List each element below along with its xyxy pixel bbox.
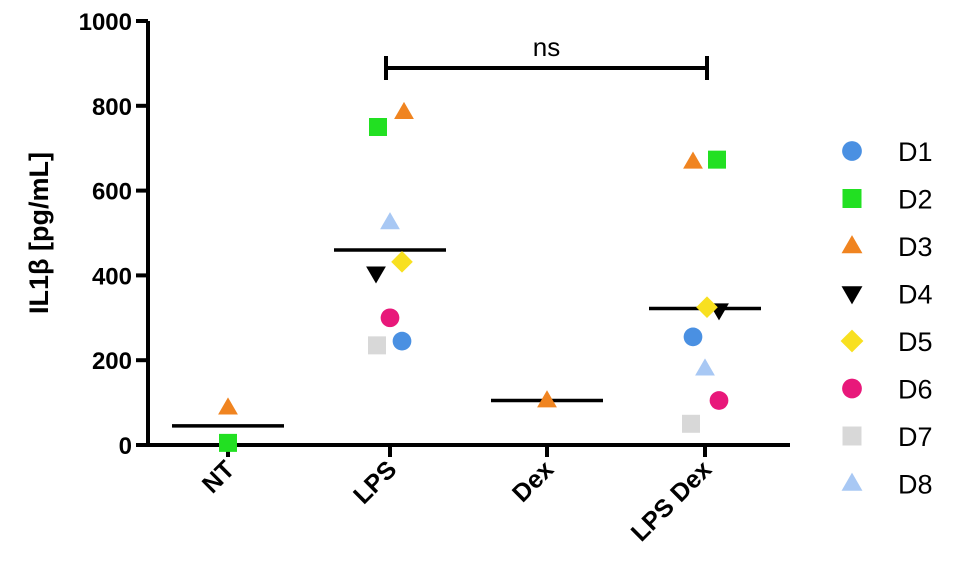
x-tick-label: Dex — [507, 455, 559, 507]
data-point-d4 — [366, 266, 386, 284]
legend: D1 D2 D3 D4 D5 D6 D7 D8 — [840, 137, 933, 500]
significance-label: ns — [533, 32, 560, 62]
legend-marker-d6 — [842, 378, 862, 399]
legend-label: D5 — [898, 327, 933, 357]
data-point-d8 — [380, 212, 400, 230]
legend-marker-d2 — [842, 189, 862, 208]
legend-marker-d4 — [841, 286, 863, 305]
legend-label: D2 — [898, 185, 933, 215]
data-points: ns — [172, 32, 761, 452]
y-tick-label: 0 — [119, 433, 132, 460]
data-point-d3 — [683, 151, 703, 169]
data-point-d6 — [380, 308, 400, 328]
data-point-d5 — [696, 296, 718, 318]
legend-marker-d8 — [841, 472, 863, 491]
legend-label: D8 — [898, 470, 933, 500]
data-point-d5 — [391, 251, 413, 273]
data-point-d3 — [218, 397, 238, 415]
legend-marker-d1 — [842, 141, 862, 161]
data-point-d7 — [682, 414, 700, 433]
data-point-d8 — [695, 358, 715, 376]
data-point-d7 — [368, 336, 386, 355]
x-tick-label: LPS — [348, 455, 402, 509]
legend-marker-d3 — [841, 235, 863, 254]
data-point-d2 — [369, 118, 387, 136]
x-tick-label: NT — [197, 455, 240, 498]
y-tick-label: 600 — [92, 179, 132, 206]
x-tick-label: LPS Dex — [626, 455, 718, 547]
y-tick-label: 800 — [92, 94, 132, 121]
legend-label: D7 — [898, 422, 933, 452]
legend-label: D1 — [898, 137, 933, 167]
y-tick-label: 1000 — [79, 9, 132, 36]
y-tick-label: 200 — [92, 348, 132, 375]
data-point-d6 — [709, 391, 729, 410]
data-point-d1 — [683, 327, 703, 347]
legend-marker-d7 — [842, 426, 862, 446]
legend-label: D4 — [898, 280, 933, 310]
y-tick-label: 400 — [92, 263, 132, 290]
data-point-d1 — [392, 331, 412, 351]
y-axis-label: IL1β [pg/mL] — [24, 152, 54, 314]
legend-label: D6 — [898, 375, 933, 405]
data-point-d3 — [537, 390, 557, 408]
axes: 0 200 400 600 800 1000 IL1β [pg/mL] NT LPS Dex LPS… — [24, 9, 790, 547]
data-point-d3 — [394, 101, 414, 119]
data-point-d2 — [708, 150, 726, 169]
data-point-d2 — [219, 433, 237, 452]
legend-label: D3 — [898, 232, 933, 262]
legend-marker-d5 — [840, 329, 864, 353]
